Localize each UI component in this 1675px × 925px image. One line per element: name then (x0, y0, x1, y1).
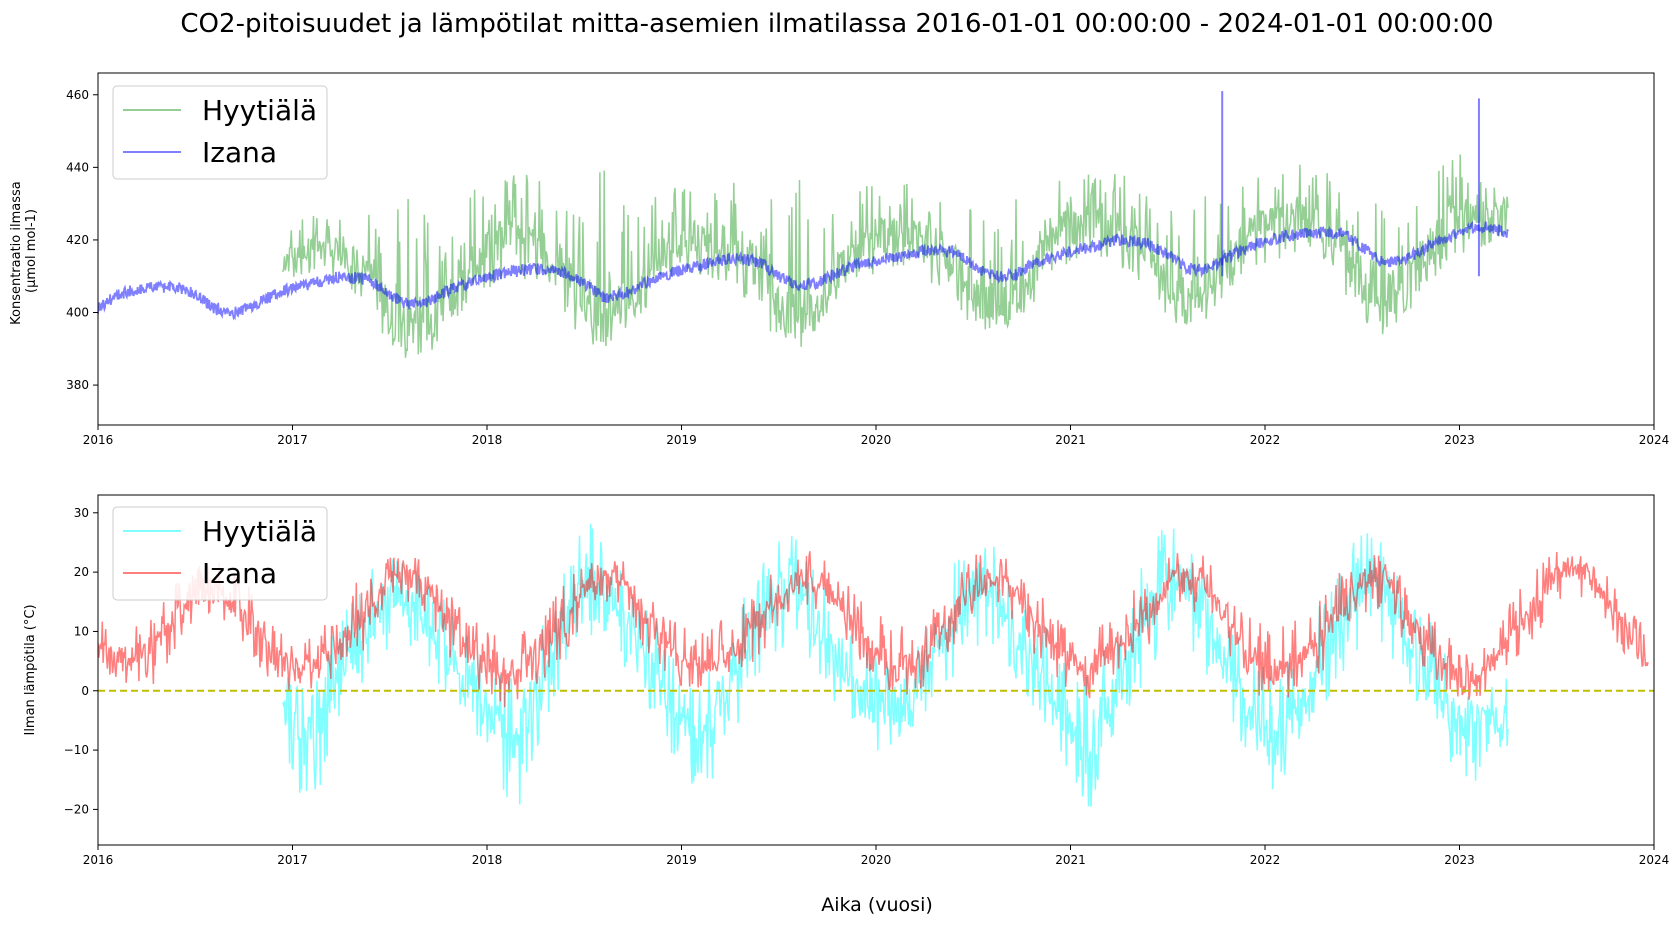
temperature-y-tick-label-1: −10 (64, 743, 89, 757)
temperature-y-axis: −20 −10 0 10 20 30 (64, 506, 98, 816)
co2-x-tick-label-4: 2020 (861, 433, 892, 447)
co2-x-tick-label-0: 2016 (83, 433, 114, 447)
temperature-legend-label-izana: Izana (202, 557, 277, 590)
co2-series-izana (98, 91, 1509, 321)
temperature-x-tick-label-4: 2020 (861, 853, 892, 867)
temperature-series-layer (98, 523, 1654, 807)
figure-x-axis-label: Aika (vuosi) (821, 894, 933, 916)
temperature-legend: Hyytiälä Izana (112, 506, 328, 601)
temperature-y-tick-label-0: −20 (64, 802, 89, 816)
co2-x-tick-label-5: 2021 (1055, 433, 1086, 447)
figure-title: CO2-pitoisuudet ja lämpötilat mitta-asem… (180, 9, 1493, 39)
temperature-series-izana (98, 551, 1649, 708)
temperature-x-tick-label-5: 2021 (1055, 853, 1086, 867)
co2-series-hyytiala (282, 154, 1509, 358)
temperature-legend-label-hyytiala: Hyytiälä (202, 515, 317, 548)
temperature-x-tick-label-3: 2019 (666, 853, 697, 867)
co2-y-tick-label-1: 400 (66, 306, 89, 320)
temperature-y-tick-label-5: 30 (74, 506, 89, 520)
co2-x-tick-label-6: 2022 (1250, 433, 1281, 447)
temperature-panel: 2016 2017 2018 2019 2020 2021 2022 2023 2024 −20… (23, 494, 1670, 867)
co2-series-hyytiala-noise (282, 154, 1509, 358)
co2-y-axis-label: Konsentraatio ilmassa (µmol mol-1) (9, 177, 39, 325)
temperature-series-hyytiala (282, 523, 1509, 807)
co2-y-axis-label-line-1: Konsentraatio ilmassa (9, 181, 24, 325)
temperature-x-tick-label-6: 2022 (1250, 853, 1281, 867)
co2-y-tick-label-3: 440 (66, 160, 89, 174)
temperature-y-axis-label: Ilman lämpötila (°C) (23, 604, 38, 735)
temperature-series-hyytiala-noise (282, 523, 1509, 807)
co2-y-tick-label-2: 420 (66, 233, 89, 247)
co2-series-layer (98, 91, 1509, 358)
co2-legend: Hyytiälä Izana (112, 85, 328, 180)
co2-panel: 2016 2017 2018 2019 2020 2021 2022 2023 2024 380… (9, 72, 1670, 447)
co2-x-tick-label-3: 2019 (666, 433, 697, 447)
temperature-x-axis: 2016 2017 2018 2019 2020 2021 2022 2023 2024 (83, 845, 1670, 867)
temperature-x-tick-label-0: 2016 (83, 853, 114, 867)
co2-y-tick-label-0: 380 (66, 378, 89, 392)
temperature-y-tick-label-2: 0 (81, 684, 89, 698)
co2-x-tick-label-2: 2018 (472, 433, 503, 447)
temperature-x-tick-label-8: 2024 (1639, 853, 1670, 867)
temperature-y-tick-label-3: 10 (74, 624, 89, 638)
temperature-x-tick-label-2: 2018 (472, 853, 503, 867)
temperature-x-tick-label-7: 2023 (1444, 853, 1475, 867)
temperature-x-tick-label-1: 2017 (277, 853, 308, 867)
co2-x-tick-label-8: 2024 (1639, 433, 1670, 447)
temperature-series-izana-noise (98, 551, 1649, 708)
temperature-y-tick-label-4: 20 (74, 565, 89, 579)
co2-x-tick-label-7: 2023 (1444, 433, 1475, 447)
co2-x-tick-label-1: 2017 (277, 433, 308, 447)
co2-x-axis: 2016 2017 2018 2019 2020 2021 2022 2023 2024 (83, 425, 1670, 447)
co2-legend-label-hyytiala: Hyytiälä (202, 94, 317, 127)
co2-y-tick-label-4: 460 (66, 88, 89, 102)
co2-y-axis-label-line-2: (µmol mol-1) (24, 209, 39, 293)
co2-series-izana-line (98, 221, 1509, 321)
co2-y-axis: 380 400 420 440 460 (66, 88, 98, 392)
co2-legend-label-izana: Izana (202, 136, 277, 169)
